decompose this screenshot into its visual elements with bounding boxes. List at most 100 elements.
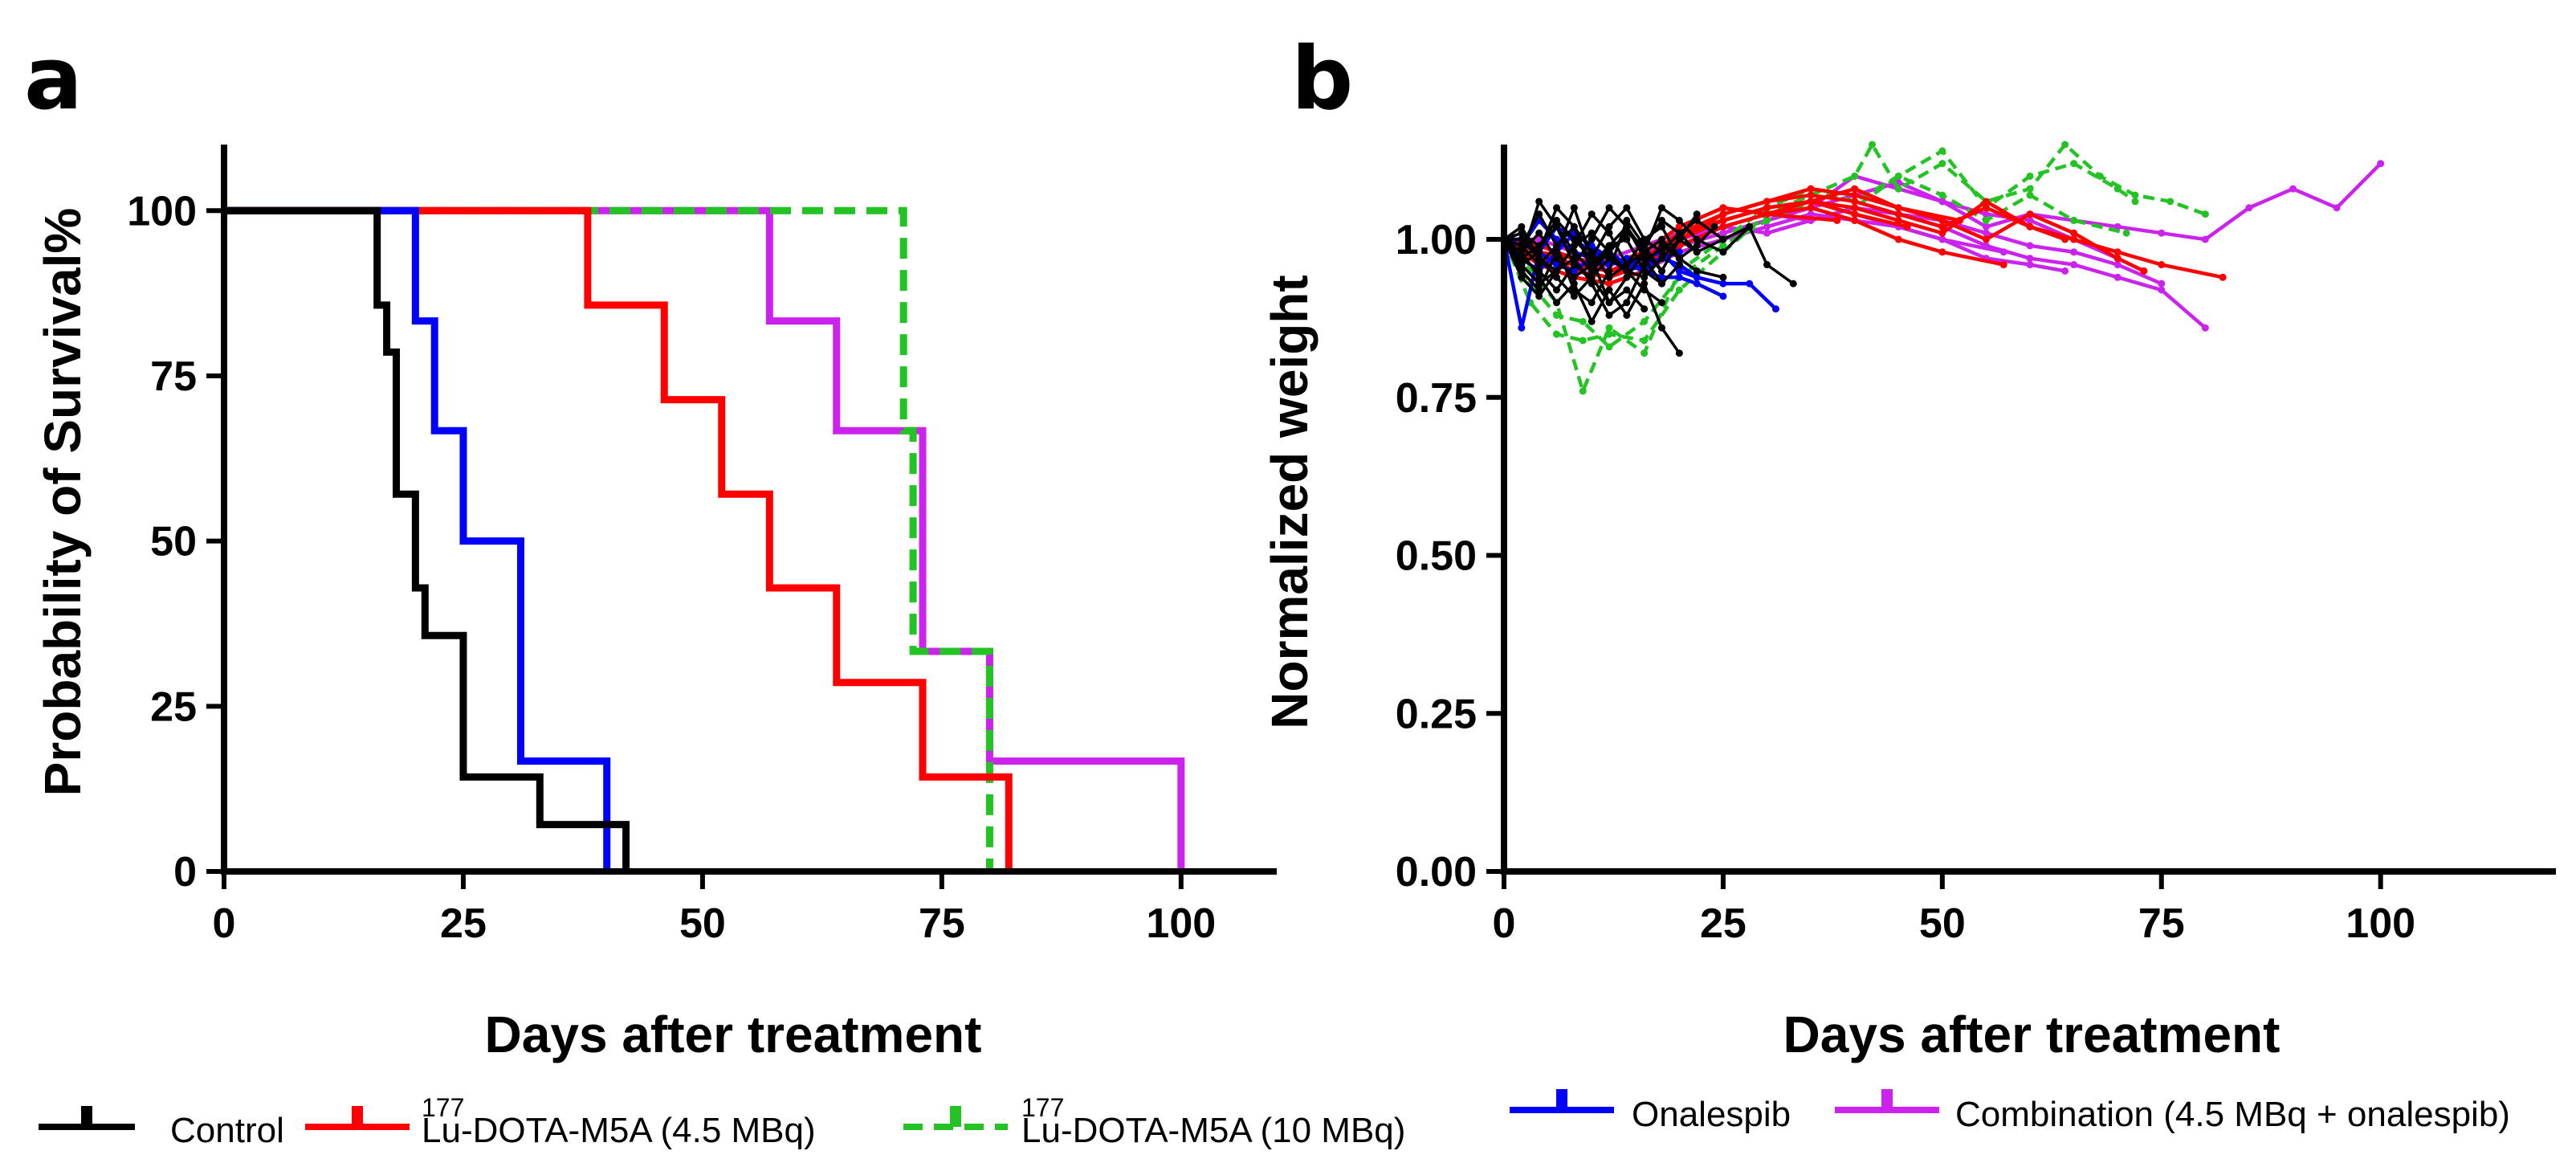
- weight-point-control: [1693, 267, 1701, 275]
- weight-point-lu45: [1807, 185, 1815, 193]
- weight-point-lu45: [1719, 210, 1727, 218]
- weight-point-control: [1623, 261, 1631, 269]
- weight-point-lu45: [1719, 222, 1727, 231]
- weight-point-control: [1641, 242, 1649, 250]
- weight-point-combo: [2070, 261, 2078, 269]
- weight-y-tick-label: 0.50: [1396, 533, 1477, 580]
- weight-point-combo: [1938, 235, 1946, 243]
- survival-x-tick-label: 25: [440, 900, 487, 947]
- legend-label-combo: Combination (4.5 MBq + onalespib): [1955, 1095, 2510, 1134]
- weight-y-tick-label: 0.00: [1396, 849, 1477, 896]
- weight-point-control: [1553, 286, 1560, 294]
- weight-curve-control: [1504, 231, 1698, 285]
- weight-point-lu45: [1894, 235, 1902, 243]
- weight-point-control: [1623, 311, 1631, 319]
- weight-point-lu10: [1553, 311, 1560, 319]
- weight-x-tick-label: 75: [2138, 900, 2185, 947]
- weight-point-combo: [2201, 324, 2209, 332]
- weight-point-control: [1588, 235, 1596, 243]
- weight-x-axis-title: Days after treatment: [1783, 1006, 2280, 1063]
- weight-point-control: [1641, 273, 1649, 281]
- weight-point-control: [1658, 299, 1665, 307]
- weight-point-onalespib: [1693, 280, 1701, 288]
- weight-point-control: [1623, 273, 1631, 281]
- legend-sup-lu10: 177: [1021, 1093, 1064, 1122]
- weight-point-control: [1605, 204, 1613, 212]
- weight-point-control: [1658, 242, 1665, 250]
- weight-curves: [1504, 141, 2385, 395]
- weight-point-lu45: [1982, 198, 1990, 206]
- weight-point-lu10: [1894, 172, 1902, 180]
- weight-curve-control: [1504, 238, 1663, 304]
- weight-point-control: [1535, 273, 1543, 281]
- survival-x-tick-label: 100: [1146, 900, 1216, 947]
- weight-point-control: [1553, 204, 1560, 212]
- weight-point-control: [1658, 267, 1665, 275]
- survival-curves: [224, 206, 1185, 871]
- weight-point-combo: [2158, 286, 2166, 294]
- weight-point-lu45: [1719, 216, 1727, 224]
- weight-point-lu10: [1982, 216, 1990, 224]
- weight-point-control: [1588, 210, 1596, 218]
- weight-point-lu10: [1719, 242, 1727, 250]
- weight-point-control: [1518, 261, 1526, 269]
- weight-point-control: [1535, 261, 1543, 269]
- weight-point-combo: [1982, 229, 1990, 237]
- legend-symbol-lu10: [903, 1106, 1008, 1130]
- weight-point-combo: [2026, 261, 2034, 269]
- weight-point-control: [1535, 248, 1543, 256]
- weight-point-control: [1518, 248, 1526, 256]
- survival-x-tick-label: 50: [679, 900, 726, 947]
- km-curve-onalespib: [224, 206, 611, 871]
- weight-point-lu45: [1851, 191, 1859, 199]
- weight-point-onalespib: [1719, 280, 1727, 288]
- weight-point-control: [1658, 204, 1665, 212]
- weight-point-control: [1570, 255, 1578, 263]
- survival-y-tick-label: 0: [173, 849, 197, 896]
- weight-point-onalespib: [1675, 273, 1683, 281]
- weight-point-combo: [2061, 267, 2069, 275]
- weight-point-control: [1605, 248, 1613, 256]
- weight-point-control: [1675, 349, 1683, 357]
- weight-ticks: 0 25 50 75 100 0.00 0.25 0.50 0.75 1.00: [1396, 217, 2415, 947]
- weight-point-lu45: [1938, 248, 1946, 256]
- weight-point-lu45: [1894, 210, 1902, 218]
- weight-x-tick-label: 25: [1700, 900, 1747, 947]
- weight-point-control: [1746, 222, 1754, 231]
- weight-point-lu45: [1605, 280, 1613, 288]
- survival-y-tick-label: 100: [127, 188, 197, 235]
- legend-item-lu45: 177 Lu-DOTA-M5A (4.5 MBq): [305, 1093, 816, 1150]
- legend-marker-control: [81, 1106, 92, 1127]
- weight-point-onalespib: [1771, 305, 1779, 313]
- weight-point-lu10: [2096, 172, 2104, 180]
- weight-point-combo: [1807, 210, 1815, 218]
- weight-point-lu10: [2061, 141, 2069, 149]
- weight-point-combo: [2113, 273, 2122, 281]
- legend-marker-combo: [1881, 1089, 1893, 1110]
- weight-point-lu45: [1763, 210, 1771, 218]
- weight-point-control: [1623, 299, 1631, 307]
- weight-point-combo: [2289, 185, 2297, 193]
- weight-point-lu45: [1675, 222, 1683, 231]
- weight-point-control: [1623, 216, 1631, 224]
- weight-point-lu10: [1641, 317, 1649, 325]
- weight-point-lu10: [2131, 191, 2139, 199]
- weight-point-lu10: [1763, 216, 1771, 224]
- weight-point-lu10: [1553, 330, 1560, 338]
- weight-point-control: [1518, 242, 1526, 250]
- panel-a-letter: a: [24, 29, 83, 129]
- weight-point-control: [1535, 242, 1543, 250]
- weight-point-lu10: [1938, 147, 1946, 155]
- weight-point-control: [1605, 242, 1613, 250]
- weight-point-control: [1535, 280, 1543, 288]
- weight-x-tick-label: 100: [2346, 900, 2415, 947]
- weight-point-control: [1641, 255, 1649, 263]
- weight-point-lu45: [1851, 204, 1859, 212]
- weight-point-combo: [1938, 198, 1946, 206]
- weight-point-control: [1535, 267, 1543, 275]
- weight-point-combo: [1999, 248, 2007, 256]
- weight-point-lu10: [1675, 286, 1683, 294]
- survival-x-axis-title: Days after treatment: [485, 1006, 982, 1063]
- legend-label-control: Control: [170, 1111, 284, 1150]
- weight-point-control: [1588, 299, 1596, 307]
